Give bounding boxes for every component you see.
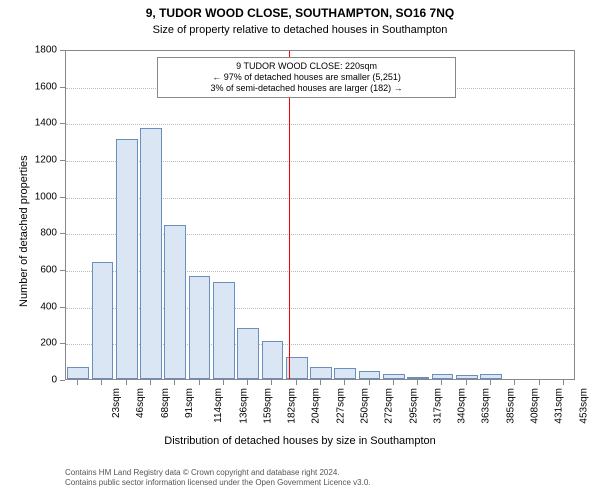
annotation-line: ← 97% of detached houses are smaller (5,… — [164, 72, 450, 83]
x-tick-label: 363sqm — [481, 388, 492, 424]
y-tick-label: 1200 — [0, 155, 57, 166]
y-tick-label: 0 — [0, 375, 57, 386]
x-tick-mark — [199, 380, 200, 385]
x-tick-mark — [466, 380, 467, 385]
y-tick-mark — [60, 233, 65, 234]
x-tick-mark — [490, 380, 491, 385]
y-tick-mark — [60, 123, 65, 124]
x-tick-mark — [174, 380, 175, 385]
x-tick-mark — [223, 380, 224, 385]
x-tick-label: 204sqm — [311, 388, 322, 424]
histogram-bar — [116, 139, 138, 379]
histogram-bar — [262, 341, 284, 379]
chart-container: 9, TUDOR WOOD CLOSE, SOUTHAMPTON, SO16 7… — [0, 0, 600, 500]
histogram-bar — [456, 375, 478, 379]
y-tick-mark — [60, 380, 65, 381]
chart-title: 9, TUDOR WOOD CLOSE, SOUTHAMPTON, SO16 7… — [0, 6, 600, 20]
y-tick-mark — [60, 343, 65, 344]
x-tick-label: 317sqm — [432, 388, 443, 424]
attribution-text: Contains HM Land Registry data © Crown c… — [65, 468, 371, 488]
y-tick-mark — [60, 160, 65, 161]
x-tick-label: 385sqm — [505, 388, 516, 424]
histogram-bar — [67, 367, 89, 379]
x-tick-mark — [514, 380, 515, 385]
y-tick-label: 600 — [0, 265, 57, 276]
histogram-bar — [407, 377, 429, 379]
plot-area — [65, 50, 575, 380]
histogram-bar — [383, 374, 405, 379]
histogram-bar — [140, 128, 162, 379]
x-tick-mark — [539, 380, 540, 385]
histogram-bar — [164, 225, 186, 379]
y-tick-mark — [60, 50, 65, 51]
y-tick-mark — [60, 197, 65, 198]
x-tick-mark — [271, 380, 272, 385]
x-tick-label: 136sqm — [238, 388, 249, 424]
y-tick-label: 1000 — [0, 191, 57, 202]
x-tick-label: 227sqm — [335, 388, 346, 424]
y-tick-label: 200 — [0, 338, 57, 349]
x-tick-label: 23sqm — [111, 388, 122, 418]
x-tick-mark — [150, 380, 151, 385]
x-tick-label: 46sqm — [135, 388, 146, 418]
chart-subtitle: Size of property relative to detached ho… — [0, 24, 600, 36]
x-tick-label: 295sqm — [408, 388, 419, 424]
histogram-bar — [189, 276, 211, 379]
x-tick-mark — [101, 380, 102, 385]
x-tick-label: 250sqm — [360, 388, 371, 424]
x-tick-mark — [126, 380, 127, 385]
x-tick-mark — [369, 380, 370, 385]
x-tick-label: 431sqm — [554, 388, 565, 424]
x-tick-mark — [77, 380, 78, 385]
x-tick-mark — [320, 380, 321, 385]
x-tick-label: 114sqm — [213, 388, 224, 423]
x-tick-mark — [441, 380, 442, 385]
y-tick-mark — [60, 87, 65, 88]
y-tick-mark — [60, 307, 65, 308]
attribution-line: Contains HM Land Registry data © Crown c… — [65, 468, 371, 478]
histogram-bar — [334, 368, 356, 379]
y-tick-label: 400 — [0, 301, 57, 312]
histogram-bar — [213, 282, 235, 379]
annotation-line: 3% of semi-detached houses are larger (1… — [164, 83, 450, 94]
x-tick-label: 182sqm — [287, 388, 298, 424]
x-tick-label: 408sqm — [530, 388, 541, 424]
annotation-box: 9 TUDOR WOOD CLOSE: 220sqm← 97% of detac… — [157, 57, 457, 99]
x-axis-label: Distribution of detached houses by size … — [0, 435, 600, 447]
attribution-line: Contains public sector information licen… — [65, 478, 371, 488]
x-tick-label: 159sqm — [262, 388, 273, 424]
histogram-bar — [480, 374, 502, 380]
x-tick-mark — [247, 380, 248, 385]
x-tick-label: 340sqm — [457, 388, 468, 424]
histogram-bar — [310, 367, 332, 379]
y-tick-mark — [60, 270, 65, 271]
x-tick-mark — [393, 380, 394, 385]
histogram-bar — [237, 328, 259, 379]
x-tick-label: 91sqm — [184, 388, 195, 418]
y-tick-label: 1600 — [0, 81, 57, 92]
gridline — [66, 124, 574, 125]
y-tick-label: 800 — [0, 228, 57, 239]
x-tick-label: 453sqm — [578, 388, 589, 424]
x-tick-mark — [417, 380, 418, 385]
x-tick-mark — [296, 380, 297, 385]
histogram-bar — [432, 374, 454, 380]
x-tick-label: 272sqm — [384, 388, 395, 424]
y-tick-label: 1800 — [0, 45, 57, 56]
x-tick-mark — [344, 380, 345, 385]
histogram-bar — [359, 371, 381, 379]
annotation-line: 9 TUDOR WOOD CLOSE: 220sqm — [164, 61, 450, 72]
histogram-bar — [92, 262, 114, 379]
x-tick-mark — [563, 380, 564, 385]
x-tick-label: 68sqm — [160, 388, 171, 418]
y-tick-label: 1400 — [0, 118, 57, 129]
property-marker-line — [289, 51, 290, 379]
